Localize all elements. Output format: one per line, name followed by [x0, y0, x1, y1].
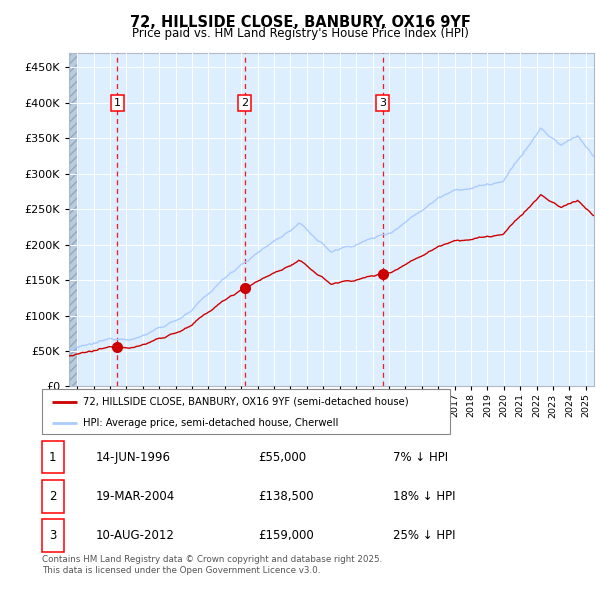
Text: £55,000: £55,000	[258, 451, 306, 464]
Text: 14-JUN-1996: 14-JUN-1996	[96, 451, 171, 464]
FancyBboxPatch shape	[42, 519, 64, 552]
FancyBboxPatch shape	[42, 480, 64, 513]
Bar	[69, 53, 77, 386]
Text: 1: 1	[114, 98, 121, 108]
Text: 19-MAR-2004: 19-MAR-2004	[96, 490, 175, 503]
Text: Price paid vs. HM Land Registry's House Price Index (HPI): Price paid vs. HM Land Registry's House …	[131, 27, 469, 40]
Text: 1: 1	[49, 451, 56, 464]
Text: 72, HILLSIDE CLOSE, BANBURY, OX16 9YF (semi-detached house): 72, HILLSIDE CLOSE, BANBURY, OX16 9YF (s…	[83, 397, 409, 407]
Text: 3: 3	[49, 529, 56, 542]
Text: 2: 2	[49, 490, 56, 503]
FancyBboxPatch shape	[42, 441, 64, 473]
Text: 3: 3	[379, 98, 386, 108]
Text: 72, HILLSIDE CLOSE, BANBURY, OX16 9YF: 72, HILLSIDE CLOSE, BANBURY, OX16 9YF	[130, 15, 470, 30]
Text: HPI: Average price, semi-detached house, Cherwell: HPI: Average price, semi-detached house,…	[83, 418, 338, 428]
Text: £138,500: £138,500	[258, 490, 314, 503]
Text: 10-AUG-2012: 10-AUG-2012	[96, 529, 175, 542]
Text: 25% ↓ HPI: 25% ↓ HPI	[393, 529, 455, 542]
Text: 18% ↓ HPI: 18% ↓ HPI	[393, 490, 455, 503]
Text: £159,000: £159,000	[258, 529, 314, 542]
Text: 2: 2	[241, 98, 248, 108]
Text: 7% ↓ HPI: 7% ↓ HPI	[393, 451, 448, 464]
Text: Contains HM Land Registry data © Crown copyright and database right 2025.
This d: Contains HM Land Registry data © Crown c…	[42, 555, 382, 575]
Bar	[69, 53, 77, 386]
